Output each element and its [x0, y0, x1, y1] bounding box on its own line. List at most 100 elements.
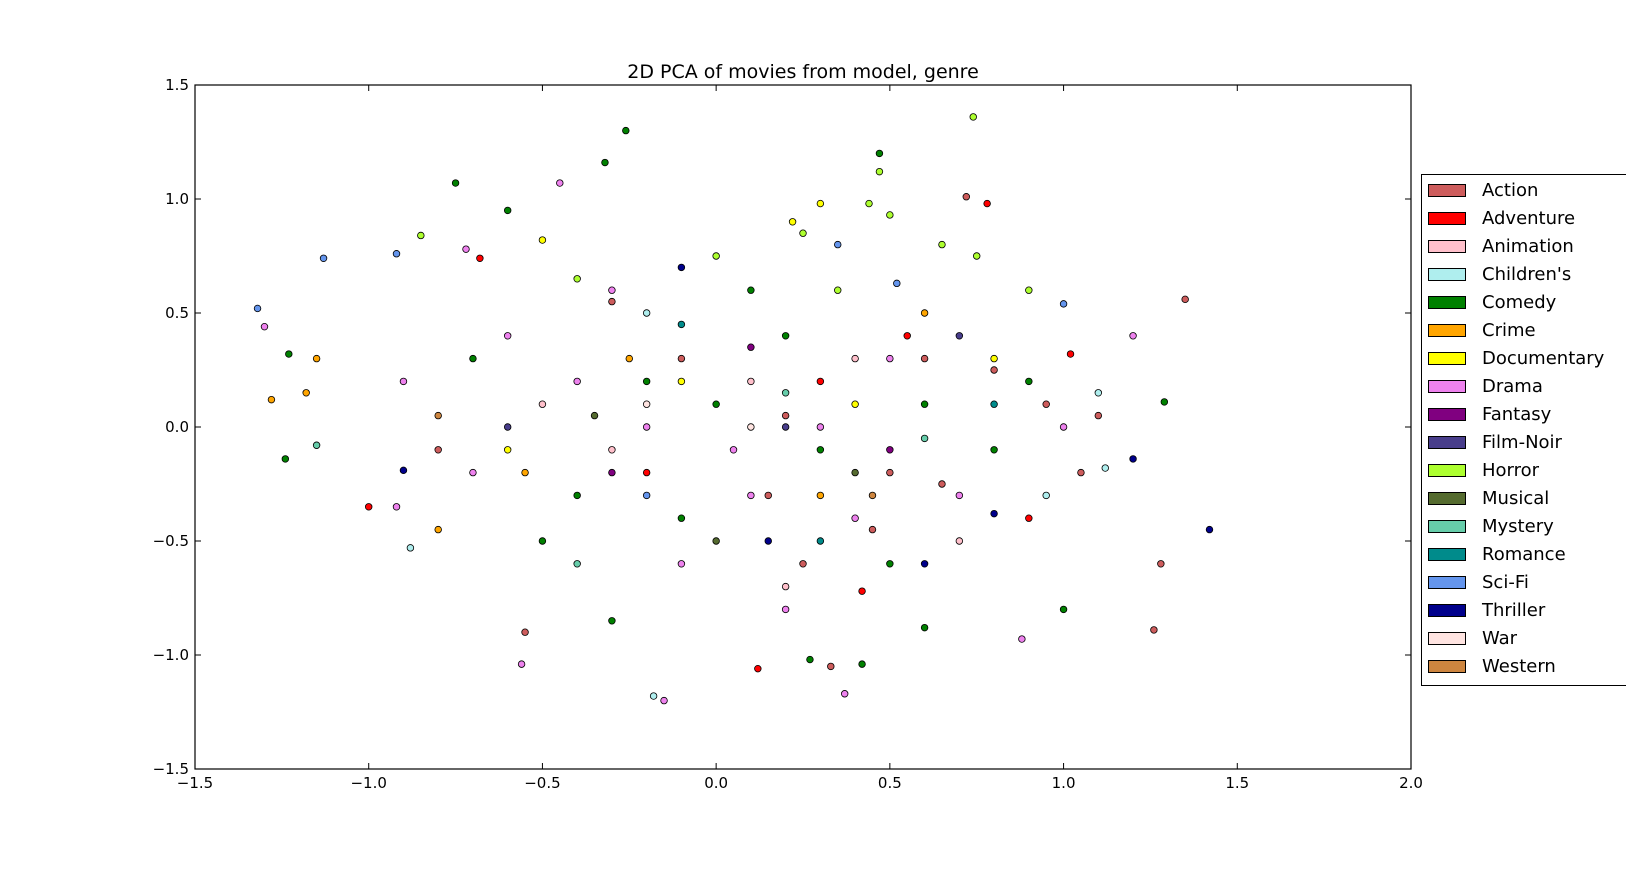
point-sci-fi — [834, 240, 842, 249]
legend-item-thriller: Thriller — [1428, 599, 1546, 621]
legend-swatch — [1428, 631, 1466, 645]
point-film-noir — [955, 332, 964, 340]
legend-label: Crime — [1482, 319, 1536, 341]
point-action — [764, 491, 772, 500]
point-adventure — [642, 468, 651, 477]
point-sci-fi — [1059, 300, 1068, 308]
point-documentary — [538, 236, 547, 244]
point-animation — [538, 400, 547, 408]
point-comedy — [281, 455, 290, 463]
point-horror — [938, 240, 946, 249]
point-action — [886, 468, 894, 477]
legend-swatch — [1428, 183, 1466, 197]
point-action — [1181, 295, 1189, 304]
point-drama — [747, 491, 755, 500]
point-musical — [590, 411, 599, 420]
point-war — [642, 400, 651, 408]
point-sci-fi — [642, 491, 651, 500]
point-children-s — [406, 544, 415, 552]
point-adventure — [1025, 514, 1033, 522]
point-drama — [677, 560, 686, 568]
point-comedy — [285, 350, 293, 358]
legend-label: Adventure — [1482, 207, 1576, 229]
legend-label: Animation — [1482, 235, 1574, 257]
legend-label: Mystery — [1482, 515, 1554, 537]
point-comedy — [1059, 605, 1068, 614]
point-drama — [840, 690, 849, 698]
point-horror — [573, 275, 581, 283]
point-comedy — [601, 158, 609, 167]
point-comedy — [451, 179, 460, 187]
legend-swatch — [1428, 323, 1466, 337]
point-drama — [260, 322, 269, 331]
point-horror — [875, 167, 884, 176]
point-horror — [973, 252, 981, 260]
point-sci-fi — [392, 250, 401, 258]
legend-label: Romance — [1482, 543, 1566, 565]
point-animation — [851, 354, 859, 363]
legend-swatch — [1428, 407, 1466, 421]
point-drama — [462, 245, 470, 253]
point-comedy — [990, 446, 998, 454]
legend-swatch — [1428, 267, 1466, 281]
legend-label: War — [1482, 627, 1518, 649]
point-sci-fi — [253, 304, 262, 313]
point-action — [1157, 560, 1165, 568]
point-romance — [677, 320, 686, 329]
legend-swatch — [1428, 351, 1466, 365]
point-action — [608, 297, 616, 306]
point-children-s — [1094, 389, 1103, 397]
y-tick-label: 1.5 — [165, 76, 189, 94]
point-comedy — [622, 126, 630, 135]
point-drama — [729, 446, 738, 454]
point-documentary — [851, 400, 859, 408]
point-drama — [781, 605, 790, 614]
point-crime — [267, 395, 276, 404]
point-action — [868, 525, 877, 534]
point-crime — [434, 525, 442, 534]
point-drama — [556, 179, 564, 187]
point-comedy — [920, 623, 929, 632]
legend-label: Comedy — [1482, 291, 1557, 313]
point-fantasy — [747, 343, 755, 351]
legend-label: Thriller — [1482, 599, 1546, 621]
point-mystery — [573, 560, 581, 568]
point-comedy — [677, 514, 686, 522]
y-tick-label: −1.5 — [153, 760, 189, 778]
legend-swatch — [1428, 491, 1466, 505]
point-crime — [625, 354, 633, 363]
x-tick-label: −1.0 — [350, 774, 386, 792]
point-horror — [886, 211, 894, 219]
point-romance — [990, 400, 998, 408]
point-crime — [816, 491, 825, 500]
point-war — [747, 423, 755, 431]
point-film-noir — [503, 423, 512, 431]
point-drama — [1059, 423, 1068, 431]
y-tick-label: −1.0 — [153, 646, 189, 664]
point-comedy — [858, 660, 866, 668]
legend-label: Film-Noir — [1482, 431, 1562, 453]
point-action — [434, 446, 442, 454]
point-drama — [1129, 332, 1137, 340]
legend-swatch — [1428, 379, 1466, 393]
point-horror — [799, 229, 807, 237]
point-crime — [302, 389, 310, 397]
point-horror — [834, 286, 842, 294]
legend-label: Western — [1482, 655, 1556, 677]
point-comedy — [1160, 398, 1169, 406]
legend-item-crime: Crime — [1428, 319, 1536, 341]
point-children-s — [642, 309, 651, 317]
scatter-points — [253, 113, 1214, 705]
legend-swatch — [1428, 547, 1466, 561]
point-drama — [399, 377, 408, 386]
point-children-s — [1101, 464, 1109, 472]
point-action — [938, 480, 946, 488]
point-action — [677, 354, 686, 363]
point-animation — [747, 377, 755, 386]
point-action — [1094, 411, 1103, 420]
point-action — [521, 628, 529, 636]
legend-swatch — [1428, 603, 1466, 617]
point-thriller — [764, 537, 772, 545]
legend: Action Adventure Animation Children's Comedy… — [1421, 174, 1626, 686]
x-tick-label: 0.0 — [704, 774, 728, 792]
